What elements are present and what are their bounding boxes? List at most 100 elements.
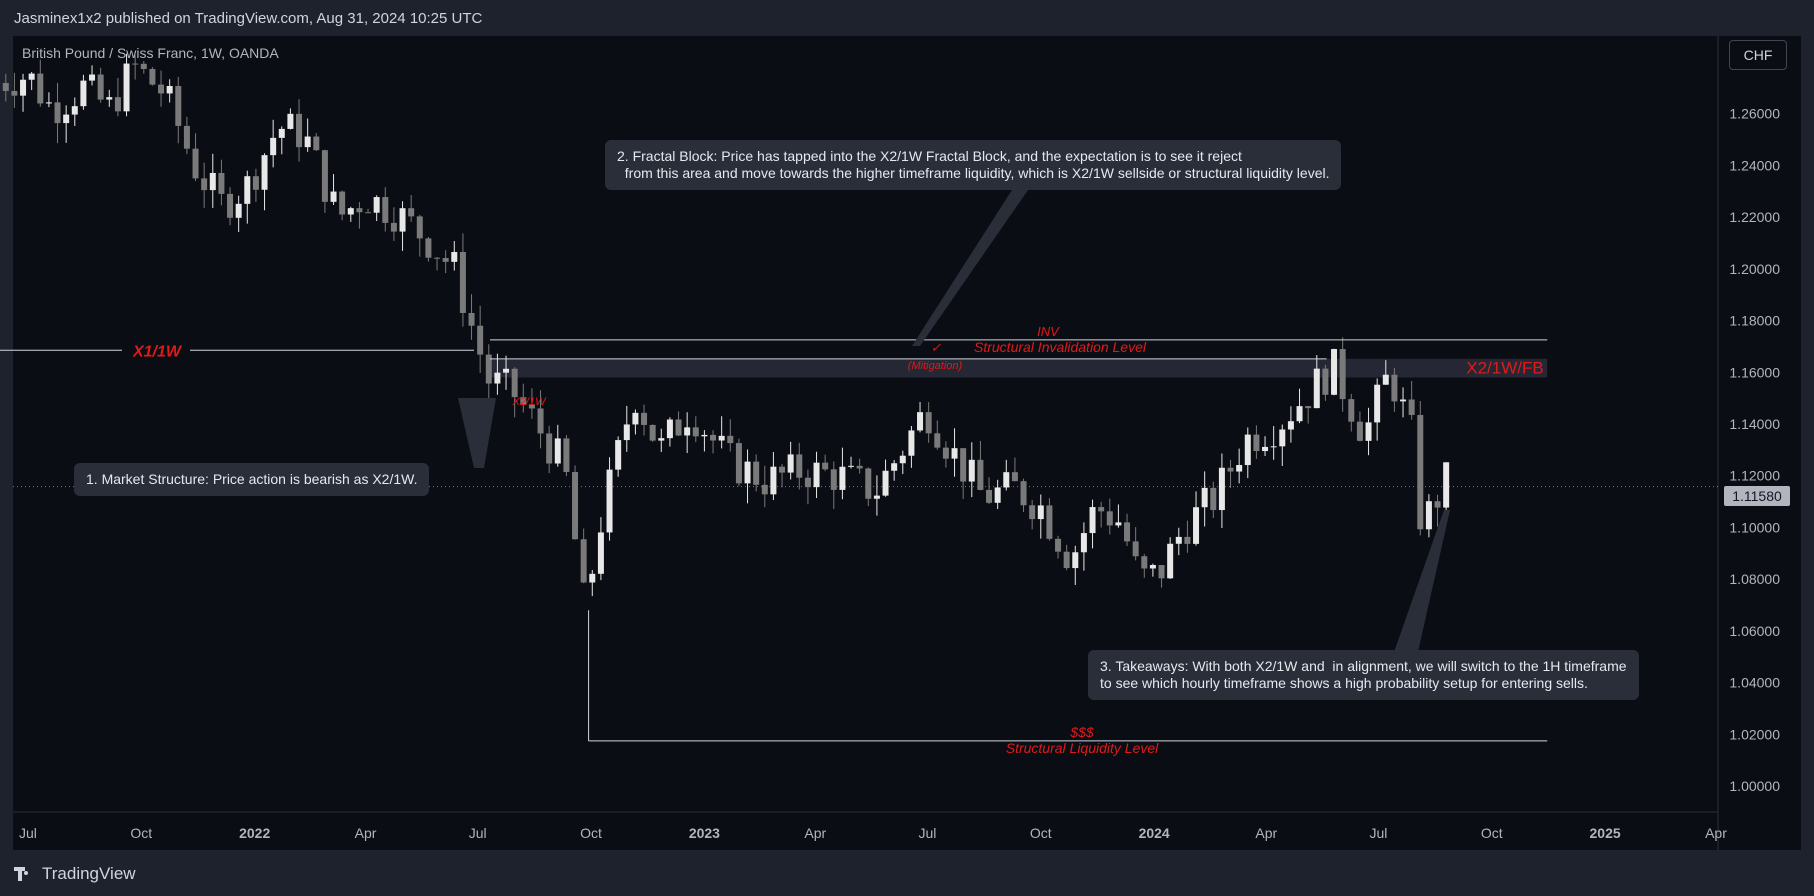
- x-tick-label: Apr: [804, 825, 826, 841]
- candle-body: [235, 203, 242, 218]
- candle-body: [425, 238, 432, 258]
- candle-body: [365, 212, 372, 214]
- candle-body: [572, 471, 579, 540]
- candle-body: [1331, 349, 1338, 395]
- tradingview-logo[interactable]: TradingView: [14, 864, 136, 884]
- candle-body: [1391, 374, 1398, 402]
- x2-1w-small-label: X2/1W: [511, 396, 547, 408]
- candle-body: [960, 448, 967, 482]
- candle-body: [770, 466, 777, 495]
- candle-body: [89, 74, 96, 81]
- candle-body: [692, 427, 699, 437]
- sss-label: $$$: [1069, 724, 1094, 740]
- candle-body: [408, 208, 415, 217]
- candle-body: [563, 438, 570, 472]
- candle-body: [1089, 507, 1096, 534]
- candle-body: [503, 368, 510, 373]
- candle-body: [175, 86, 182, 126]
- candle-body: [848, 465, 855, 467]
- candle-body: [977, 459, 984, 490]
- candle-body: [580, 539, 587, 583]
- candle-body: [1296, 406, 1303, 422]
- y-tick-label: 1.12000: [1729, 468, 1780, 484]
- check-mark-label: ✓: [931, 340, 942, 355]
- candle-body: [623, 424, 630, 441]
- candle-body: [1193, 507, 1200, 544]
- symbol-title: British Pound / Swiss Franc, 1W, OANDA: [22, 45, 279, 61]
- x-tick-label: Oct: [130, 825, 152, 841]
- candle-body: [649, 424, 656, 441]
- x-tick-label: Jul: [1369, 825, 1387, 841]
- candle-body: [537, 408, 544, 434]
- candle-body: [632, 412, 639, 425]
- candle-body: [149, 68, 156, 85]
- x-tick-label: 2024: [1139, 825, 1170, 841]
- candle-body: [1244, 434, 1251, 466]
- candle-body: [830, 469, 837, 490]
- candle-body: [1184, 536, 1191, 544]
- x-tick-label: Apr: [355, 825, 377, 841]
- candle-body: [252, 176, 259, 190]
- candle-body: [1072, 552, 1079, 569]
- candle-body: [994, 487, 1001, 503]
- candle-body: [209, 172, 216, 191]
- candle-body: [1374, 384, 1381, 423]
- candle-body: [1365, 422, 1372, 441]
- currency-selector[interactable]: CHF: [1729, 40, 1787, 70]
- candle-body: [1305, 406, 1312, 409]
- candle-body: [908, 430, 915, 456]
- candle-body: [296, 113, 303, 148]
- candle-body: [390, 222, 397, 232]
- candle-body: [477, 325, 484, 355]
- callout-takeaways: 3. Takeaways: With both X2/1W and in ali…: [1088, 650, 1639, 700]
- candle-body: [968, 459, 975, 482]
- candle-body: [45, 102, 52, 104]
- candle-body: [97, 74, 104, 100]
- liquidity-label: Structural Liquidity Level: [1006, 740, 1159, 756]
- y-tick-label: 1.02000: [1729, 726, 1780, 742]
- x-tick-label: Oct: [1030, 825, 1052, 841]
- y-tick-label: 1.20000: [1729, 261, 1780, 277]
- candle-body: [934, 433, 941, 448]
- candle-body: [1227, 467, 1234, 472]
- candle-body: [873, 495, 880, 499]
- invalidation-label: Structural Invalidation Level: [974, 339, 1147, 355]
- candle-body: [1055, 538, 1062, 552]
- candle-body: [321, 150, 328, 202]
- x-tick-label: Jul: [19, 825, 37, 841]
- brand-name: TradingView: [42, 864, 136, 883]
- candle-body: [416, 216, 423, 239]
- candle-body: [434, 257, 441, 259]
- candle-body: [114, 97, 121, 112]
- candle-body: [856, 465, 863, 469]
- candle-body: [1339, 349, 1346, 400]
- callout-pointer-2: [912, 190, 1028, 346]
- x-tick-label: 2025: [1590, 825, 1621, 841]
- candle-body: [1132, 541, 1139, 557]
- candle-body: [822, 462, 829, 470]
- candle-body: [1098, 507, 1105, 512]
- candle-body: [1253, 434, 1260, 452]
- candle-body: [1037, 505, 1044, 520]
- candle-body: [779, 466, 786, 473]
- candle-body: [796, 454, 803, 478]
- candle-body: [37, 73, 44, 104]
- y-tick-label: 1.10000: [1729, 519, 1780, 535]
- tradingview-logo-icon: [14, 867, 36, 881]
- candle-body: [839, 466, 846, 490]
- candle-body: [589, 573, 596, 583]
- candle-body: [2, 82, 9, 91]
- candle-body: [951, 448, 958, 459]
- candle-body: [899, 455, 906, 464]
- x-tick-label: Oct: [1481, 825, 1503, 841]
- candle-body: [727, 435, 734, 444]
- x1-label-bg: [122, 340, 190, 361]
- candle-body: [451, 251, 458, 262]
- x-tick-label: 2023: [689, 825, 720, 841]
- candle-body: [1279, 429, 1286, 447]
- candle-body: [1322, 368, 1329, 395]
- last-price-badge: 1.11580: [1724, 486, 1790, 506]
- x-tick-label: Jul: [918, 825, 936, 841]
- candle-body: [546, 433, 553, 464]
